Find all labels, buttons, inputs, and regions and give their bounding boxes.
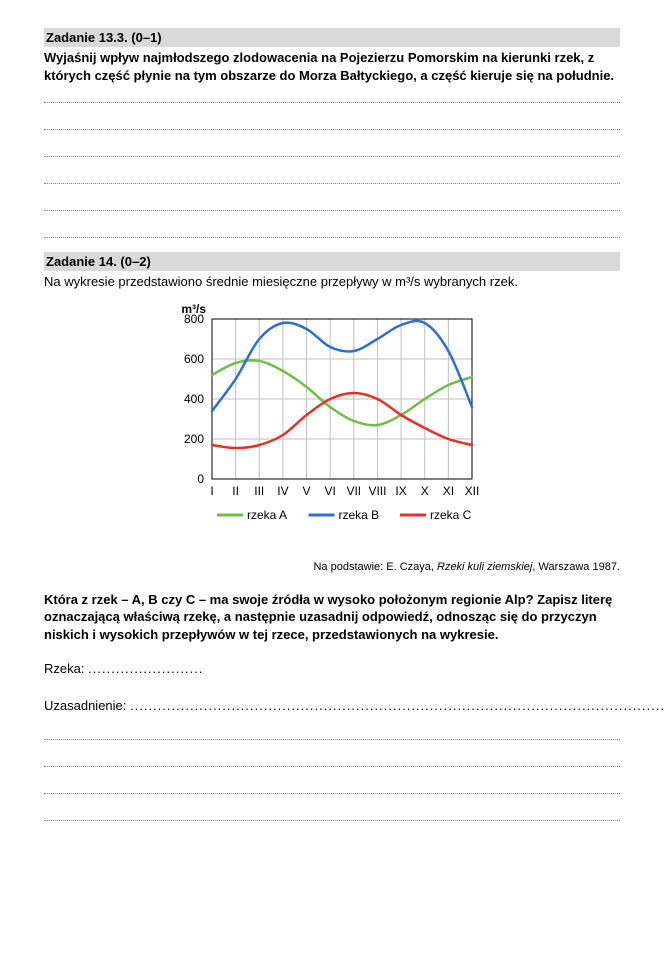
task-14-intro: Na wykresie przedstawiono średnie miesię…	[44, 273, 620, 291]
svg-text:IV: IV	[277, 484, 288, 498]
svg-text:rzeka B: rzeka B	[339, 508, 380, 522]
answer-line	[44, 793, 620, 794]
answer-line	[44, 237, 620, 238]
task-14-question: Która z rzek – A, B czy C – ma swoje źró…	[44, 591, 620, 644]
svg-text:m³/s: m³/s	[181, 302, 206, 316]
svg-text:II: II	[232, 484, 239, 498]
svg-text:0: 0	[197, 472, 204, 486]
svg-text:600: 600	[184, 352, 204, 366]
svg-text:XII: XII	[465, 484, 480, 498]
chart-source: Na podstawie: E. Czaya, Rzeki kuli ziems…	[44, 561, 620, 573]
svg-text:200: 200	[184, 432, 204, 446]
source-suffix: , Warszawa 1987.	[532, 561, 620, 573]
river-answer-line: Rzeka: .........................	[44, 661, 620, 676]
svg-text:V: V	[303, 484, 311, 498]
svg-text:rzeka A: rzeka A	[247, 508, 287, 522]
answer-line	[44, 183, 620, 184]
answer-line	[44, 129, 620, 130]
svg-text:X: X	[421, 484, 429, 498]
svg-text:VI: VI	[325, 484, 336, 498]
answer-line	[44, 156, 620, 157]
svg-text:IX: IX	[395, 484, 406, 498]
svg-text:XI: XI	[443, 484, 454, 498]
justification-line: Uzasadnienie: ..........................…	[44, 698, 620, 713]
svg-text:VIII: VIII	[368, 484, 386, 498]
svg-text:400: 400	[184, 392, 204, 406]
source-italic: Rzeki kuli ziemskiej	[437, 561, 532, 573]
answer-line	[44, 739, 620, 740]
answer-line	[44, 210, 620, 211]
svg-text:III: III	[254, 484, 264, 498]
flow-chart: 0200400600800IIIIIIIVVVIVIIVIIIIXXXIXIIm…	[162, 301, 502, 551]
answer-line	[44, 766, 620, 767]
river-label: Rzeka:	[44, 661, 88, 676]
task-14-header: Zadanie 14. (0–2)	[44, 252, 620, 271]
task-13-body: Wyjaśnij wpływ najmłodszego zlodowacenia…	[44, 49, 620, 84]
answer-line	[44, 820, 620, 821]
task-13-header: Zadanie 13.3. (0–1)	[44, 28, 620, 47]
svg-text:VII: VII	[346, 484, 361, 498]
svg-text:I: I	[210, 484, 213, 498]
answer-line	[44, 102, 620, 103]
svg-text:rzeka C: rzeka C	[430, 508, 472, 522]
justify-label: Uzasadnienie:	[44, 698, 130, 713]
source-prefix: Na podstawie: E. Czaya,	[313, 561, 437, 573]
